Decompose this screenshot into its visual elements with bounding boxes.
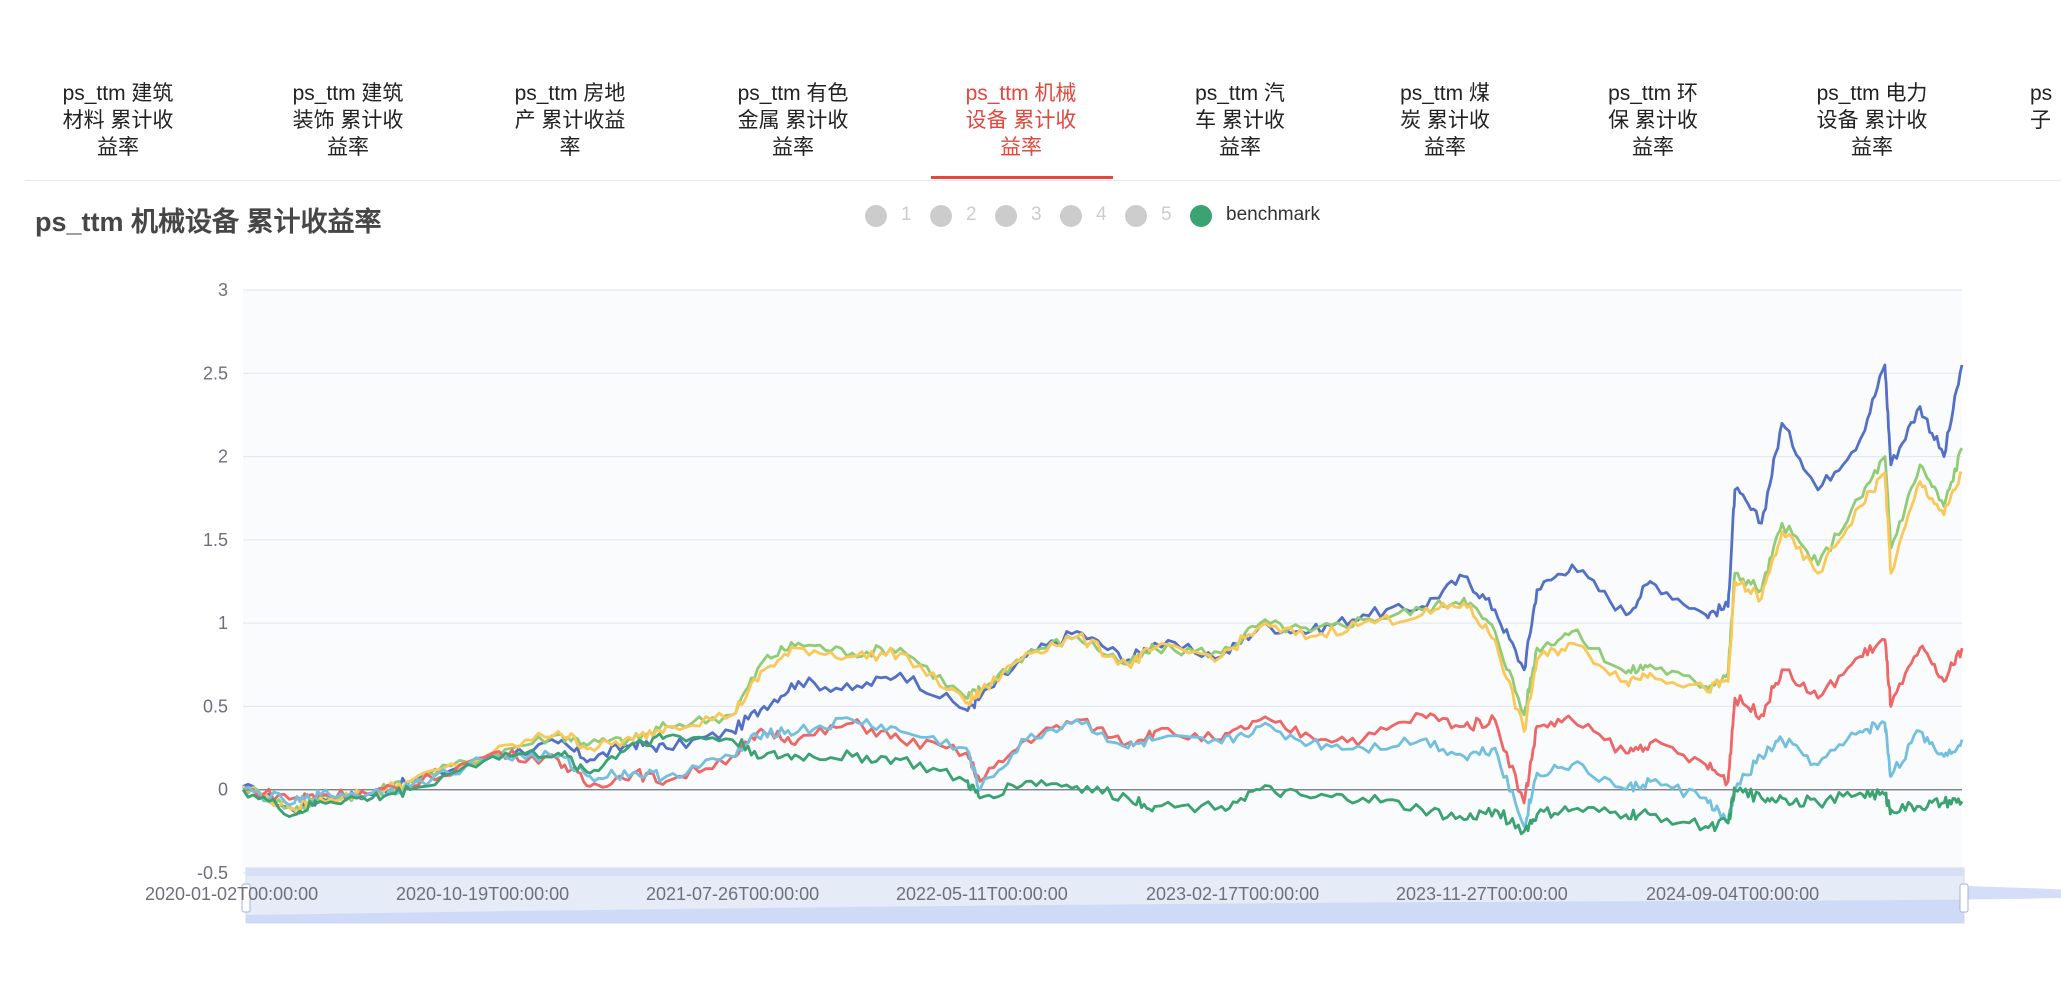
tab-bar: ps_ttm 建筑 材料 累计收 益率 ps_ttm 建筑 装饰 累计收 益率 ps_ttm… xyxy=(25,50,2061,181)
legend-marker xyxy=(1125,205,1147,227)
legend-label: 1 xyxy=(901,204,912,225)
x-tick-label: 2021-07-26T00:00:00 xyxy=(646,884,819,904)
tab-label-line: 设备 累计收 xyxy=(965,109,1077,132)
tab-label-line: 益率 xyxy=(772,136,814,159)
tab-9[interactable]: ps_ttm 电力 设备 累计收 益率 xyxy=(1807,80,1937,161)
y-tick-label: 1.5 xyxy=(203,530,228,550)
tab-2[interactable]: ps_ttm 建筑 装饰 累计收 益率 xyxy=(283,80,413,161)
tab-label-line: 装饰 累计收 xyxy=(292,109,404,132)
tab-5[interactable]: ps_ttm 机械 设备 累计收 益率 xyxy=(956,80,1086,161)
legend-label: 3 xyxy=(1031,204,1042,225)
plot-area xyxy=(243,290,1962,873)
y-tick-label: 2.5 xyxy=(203,363,228,383)
y-tick-label: 2 xyxy=(218,447,228,467)
tab-10[interactable]: ps 子 xyxy=(2030,80,2061,134)
tab-label-line: 保 累计收 xyxy=(1608,109,1698,132)
zoom-slider-preview xyxy=(246,886,2061,923)
series-line-4 xyxy=(242,638,1964,805)
tab-label-line: 益率 xyxy=(1219,136,1261,159)
tab-label-line: 率 xyxy=(559,136,581,159)
tab-3[interactable]: ps_ttm 房地产 累计收益率 xyxy=(505,80,635,161)
legend-label: 2 xyxy=(966,204,977,225)
tab-label-line: ps_ttm 有色 xyxy=(737,82,849,105)
y-tick-label: 3 xyxy=(218,280,228,300)
legend-label: benchmark xyxy=(1226,204,1320,225)
legend-marker xyxy=(865,205,887,227)
tab-label-line: ps_ttm 煤 xyxy=(1400,82,1490,105)
tab-label-line: ps xyxy=(2030,82,2053,105)
tab-label-line: 益率 xyxy=(97,136,139,159)
y-tick-label: -0.5 xyxy=(197,863,228,883)
x-tick-label: 2024-09-04T00:00:00 xyxy=(1646,884,1819,904)
tab-8[interactable]: ps_ttm 环保 累计收益率 xyxy=(1588,80,1718,161)
tab-label-line: ps_ttm 机械 xyxy=(965,82,1077,105)
tab-7[interactable]: ps_ttm 煤炭 累计收益率 xyxy=(1380,80,1510,161)
legend-marker xyxy=(995,205,1017,227)
tab-label-line: 益率 xyxy=(1000,136,1042,159)
legend-marker xyxy=(930,205,952,227)
chart-title: ps_ttm 机械设备 累计收益率 xyxy=(35,207,382,237)
x-tick-label: 2023-02-17T00:00:00 xyxy=(1146,884,1319,904)
tab-6[interactable]: ps_ttm 汽车 累计收益率 xyxy=(1175,80,1305,161)
tab-label-line: 益率 xyxy=(1424,136,1466,159)
zoom-handle-right[interactable] xyxy=(1959,883,1969,913)
legend-label: 4 xyxy=(1096,204,1107,225)
tab-4[interactable]: ps_ttm 有色 金属 累计收 益率 xyxy=(728,80,858,161)
zoom-slider-top-bar xyxy=(246,868,1964,876)
tab-label-line: 子 xyxy=(2030,109,2051,132)
x-tick-label: 2020-10-19T00:00:00 xyxy=(396,884,569,904)
tab-label-line: 金属 累计收 xyxy=(737,109,849,132)
y-tick-label: 1 xyxy=(218,613,228,633)
legend-marker xyxy=(1060,205,1082,227)
x-tick-label: 2023-11-27T00:00:00 xyxy=(1396,884,1568,904)
legend-marker xyxy=(1190,205,1212,227)
tab-label-line: ps_ttm 电力 xyxy=(1816,82,1928,105)
series-line-6 xyxy=(241,732,1964,836)
tab-label-line: 设备 累计收 xyxy=(1816,109,1928,132)
tab-label-line: 产 累计收益 xyxy=(514,109,626,132)
legend-label: 5 xyxy=(1161,204,1172,225)
zoom-handle-left[interactable] xyxy=(241,883,251,913)
active-tab-indicator xyxy=(931,176,1113,179)
x-tick-label: 2022-05-11T00:00:00 xyxy=(896,884,1068,904)
tab-label-line: 车 累计收 xyxy=(1195,109,1285,132)
tab-label-line: 益率 xyxy=(1632,136,1674,159)
tab-label-line: ps_ttm 建筑 xyxy=(62,82,174,105)
y-tick-label: 0 xyxy=(218,780,228,800)
tab-label-line: ps_ttm 环 xyxy=(1608,82,1698,105)
tab-label-line: ps_ttm 汽 xyxy=(1195,82,1285,105)
tab-label-line: 益率 xyxy=(1851,136,1893,159)
x-tick-label: 2020-01-02T00:00:00 xyxy=(145,884,318,904)
series-line-3 xyxy=(242,471,1963,815)
series-line-5 xyxy=(242,716,1964,828)
tab-label-line: ps_ttm 建筑 xyxy=(292,82,404,105)
tab-label-line: 炭 累计收 xyxy=(1400,109,1490,132)
tab-label-line: 材料 累计收 xyxy=(62,109,174,132)
tab-1[interactable]: ps_ttm 建筑 材料 累计收 益率 xyxy=(53,80,183,161)
tab-label-line: 益率 xyxy=(327,136,369,159)
tab-label-line: ps_ttm 房地 xyxy=(514,82,626,105)
y-tick-label: 0.5 xyxy=(203,696,228,716)
